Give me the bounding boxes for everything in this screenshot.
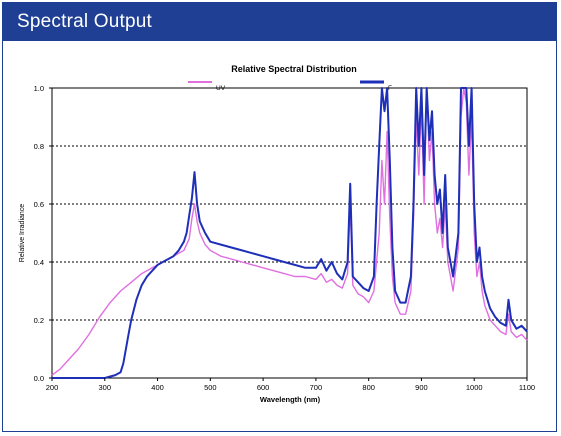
x-axis-label: Wavelength (nm)	[260, 395, 321, 404]
y-tick-label-5: 1.0	[34, 84, 44, 93]
x-tick-label-3: 500	[204, 383, 217, 392]
y-tick-label-2: 0.4	[34, 258, 44, 267]
x-tick-label-6: 800	[362, 383, 375, 392]
grid-lines	[52, 145, 527, 321]
x-tick-label-5: 700	[310, 383, 323, 392]
x-axis-ticks: 200 300 400 500 600 700 800 900 1000 1100	[46, 378, 535, 392]
y-axis-label: Relative Irradiance	[19, 204, 26, 262]
legend: UV F	[188, 80, 392, 92]
x-tick-label-2: 400	[151, 383, 164, 392]
y-tick-label-4: 0.8	[34, 142, 44, 151]
y-tick-label-0: 0.0	[34, 374, 44, 383]
legend-label-uv: UV	[216, 85, 226, 92]
x-tick-label-0: 200	[46, 383, 59, 392]
y-tick-label-1: 0.2	[34, 316, 44, 325]
series-layer	[51, 87, 528, 379]
y-axis-ticks: 0.0 0.2 0.4 0.6 0.8 1.0	[34, 84, 52, 383]
series-line-uv	[51, 87, 528, 376]
x-tick-label-4: 600	[257, 383, 270, 392]
x-tick-label-9: 1100	[519, 383, 535, 392]
x-tick-label-1: 300	[99, 383, 112, 392]
plot-area	[51, 87, 528, 379]
x-tick-label-7: 900	[415, 383, 428, 392]
series-line-f	[52, 87, 528, 379]
x-tick-label-8: 1000	[466, 383, 483, 392]
legend-label-f: F	[388, 85, 392, 92]
panel-header: Spectral Output	[3, 3, 556, 41]
chart-title: Relative Spectral Distribution	[231, 64, 357, 74]
y-tick-label-3: 0.6	[34, 200, 44, 209]
